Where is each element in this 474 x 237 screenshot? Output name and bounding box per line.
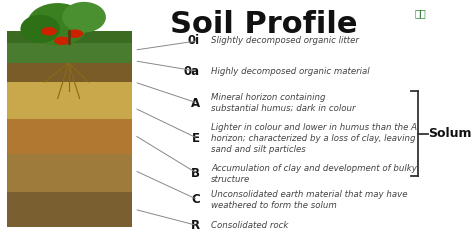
Text: B: B (191, 167, 200, 180)
Circle shape (54, 36, 70, 45)
Bar (7, 154, 132, 191)
Text: Slightly decomposed organic litter: Slightly decomposed organic litter (211, 36, 359, 45)
Text: R: R (191, 219, 200, 232)
Text: Soil Profile: Soil Profile (170, 10, 357, 39)
Bar (7, 191, 132, 227)
Bar (7, 63, 132, 82)
Text: Consolidated rock: Consolidated rock (211, 221, 289, 230)
Circle shape (67, 29, 83, 38)
Bar (7, 43, 132, 63)
Text: Solum: Solum (428, 127, 472, 140)
Bar (7, 31, 132, 43)
Bar (7, 82, 132, 118)
Ellipse shape (27, 3, 88, 46)
Text: Highly decomposed organic material: Highly decomposed organic material (211, 67, 370, 76)
Text: A: A (191, 97, 200, 110)
Text: 0i: 0i (188, 34, 200, 47)
Text: 0a: 0a (184, 65, 200, 78)
Ellipse shape (20, 15, 60, 43)
Text: Mineral horizon containing
substantial humus; dark in colour: Mineral horizon containing substantial h… (211, 93, 356, 113)
Text: Accumulation of clay and development of bulky
structure: Accumulation of clay and development of … (211, 164, 417, 184)
Ellipse shape (62, 2, 106, 32)
Bar (7, 118, 132, 154)
Text: ⳆⳆ: ⳆⳆ (414, 8, 426, 18)
Text: Unconsolidated earth material that may have
weathered to form the solum: Unconsolidated earth material that may h… (211, 190, 408, 210)
Text: C: C (191, 193, 200, 206)
Text: Lighter in colour and lower in humus than the A
horizon; characterized by a loss: Lighter in colour and lower in humus tha… (211, 123, 417, 154)
Circle shape (41, 27, 57, 36)
Text: E: E (192, 132, 200, 145)
